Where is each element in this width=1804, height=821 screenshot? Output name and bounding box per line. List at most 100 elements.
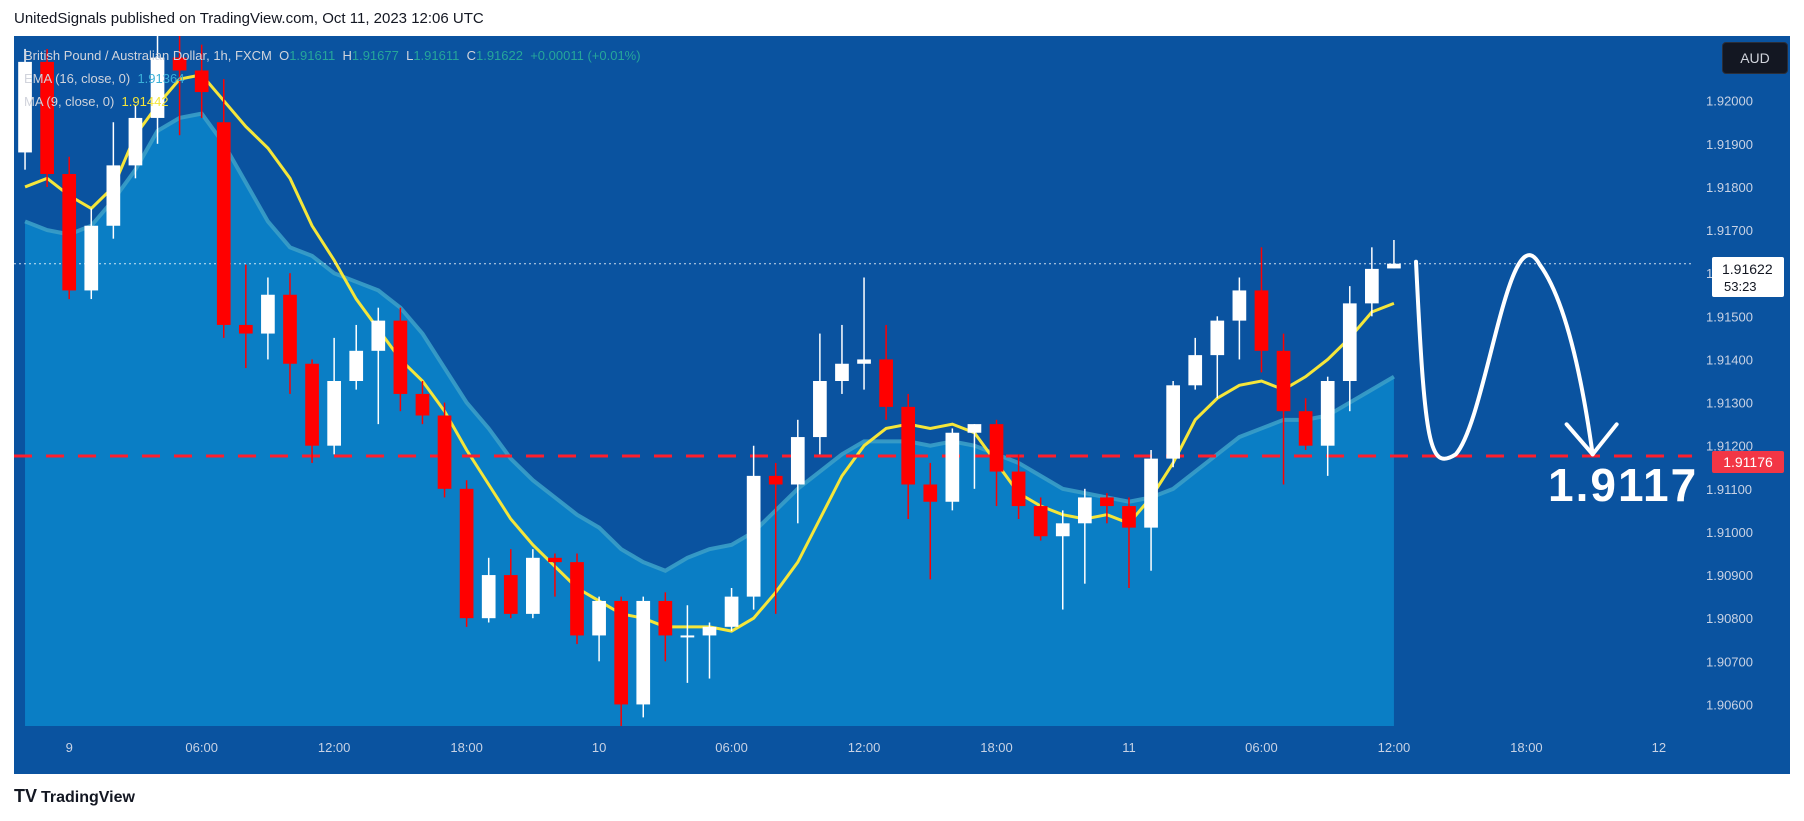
candle — [879, 324, 893, 420]
candle — [1100, 493, 1114, 524]
candle — [128, 105, 143, 179]
candle-body — [614, 600, 629, 705]
candle-body — [305, 363, 319, 446]
candle — [790, 419, 805, 524]
candle-body — [857, 359, 871, 364]
candle-body — [194, 70, 209, 93]
x-tick-label: 12:00 — [318, 740, 351, 755]
candle — [305, 359, 319, 463]
candle — [437, 402, 452, 498]
candle-body — [1122, 506, 1136, 528]
candle — [1298, 398, 1313, 450]
candle-body — [1100, 497, 1114, 507]
candle-body — [283, 294, 297, 364]
candle-body — [548, 557, 562, 563]
candle — [172, 36, 187, 136]
candle — [989, 419, 1004, 507]
chart-canvas[interactable]: 1.920001.919001.918001.917001.916001.915… — [14, 36, 1790, 774]
candle — [415, 381, 430, 425]
candle — [1077, 488, 1092, 584]
candle — [194, 44, 209, 118]
candle-body — [349, 350, 364, 381]
candle — [923, 462, 938, 580]
y-tick-label: 1.92000 — [1706, 94, 1753, 109]
candle — [283, 273, 297, 394]
x-tick-label: 9 — [66, 740, 73, 755]
candle-body — [526, 557, 540, 614]
candle-body — [1365, 268, 1379, 304]
y-tick-label: 1.91200 — [1706, 439, 1753, 454]
candle-body — [261, 294, 275, 334]
candle — [1365, 247, 1379, 317]
candle-body — [393, 320, 408, 394]
candle — [702, 622, 717, 679]
candle — [967, 424, 982, 489]
candle-body — [371, 320, 386, 351]
candle-body — [172, 57, 187, 71]
candle — [857, 277, 871, 390]
candle-body — [945, 432, 960, 502]
candle-body — [415, 393, 430, 416]
candle — [261, 277, 275, 360]
candle — [526, 549, 540, 619]
candle-body — [989, 424, 1004, 472]
candle — [901, 393, 916, 519]
candle-body — [570, 562, 584, 636]
tradingview-footer[interactable]: TV TradingView — [14, 786, 135, 807]
candle-body — [481, 575, 496, 619]
candle — [481, 557, 496, 623]
candle-body — [790, 437, 805, 485]
candle-body — [459, 488, 474, 619]
candle-body — [216, 122, 231, 325]
candle — [724, 588, 739, 632]
currency-selector[interactable]: AUD — [1722, 42, 1788, 74]
candle-body — [592, 600, 606, 636]
candle-body — [768, 475, 783, 485]
legend-ema[interactable]: EMA (16, close, 0) 1.91364 — [24, 71, 184, 86]
candle-body — [923, 484, 938, 502]
candle-body — [1077, 497, 1092, 524]
current-price-badge: 1.91622 53:23 — [1712, 257, 1784, 297]
candle — [459, 480, 474, 627]
candle — [503, 549, 518, 619]
y-tick-label: 1.91700 — [1706, 223, 1753, 238]
candle — [1342, 286, 1357, 412]
y-tick-label: 1.90700 — [1706, 654, 1753, 669]
candle — [1055, 510, 1070, 610]
target-price-badge: 1.91176 — [1712, 451, 1784, 473]
candle — [1011, 454, 1026, 519]
legend-low-label: L — [406, 48, 414, 63]
x-tick-label: 12:00 — [1378, 740, 1411, 755]
candle — [216, 79, 231, 338]
chart-area[interactable]: 1.920001.919001.918001.917001.916001.915… — [14, 36, 1790, 774]
y-tick-label: 1.91100 — [1706, 482, 1752, 497]
candle-body — [835, 363, 849, 381]
legend-ma[interactable]: MA (9, close, 0) 1.91442 — [24, 94, 169, 109]
legend-ema-label: EMA (16, close, 0) — [24, 71, 131, 86]
candle — [40, 48, 54, 187]
candle-body — [40, 61, 54, 174]
candle — [62, 156, 77, 300]
legend-open-label: O — [279, 48, 290, 63]
candle — [636, 596, 651, 718]
legend-ma-label: MA (9, close, 0) — [24, 94, 115, 109]
target-annotation[interactable]: 1.9117 — [1548, 459, 1699, 511]
candle-body — [967, 424, 982, 433]
x-tick-label: 12:00 — [848, 740, 881, 755]
candle-body — [106, 165, 121, 226]
candle — [592, 596, 606, 662]
legend-symbol: British Pound / Australian Dollar, 1h, F… — [24, 48, 272, 63]
candle — [84, 208, 99, 300]
candle — [1166, 381, 1180, 468]
candle-body — [1210, 320, 1225, 356]
legend-change: +0.00011 (+0.01%) — [530, 48, 641, 63]
candle-body — [84, 225, 99, 291]
candle — [1232, 277, 1247, 360]
candle — [768, 462, 783, 614]
candle — [835, 324, 849, 394]
bar-countdown: 53:23 — [1724, 279, 1757, 294]
ema-area-fill — [25, 113, 1394, 726]
candle-body — [636, 600, 651, 705]
y-tick-label: 1.91500 — [1706, 309, 1753, 324]
tradingview-brand: TradingView — [41, 789, 135, 806]
